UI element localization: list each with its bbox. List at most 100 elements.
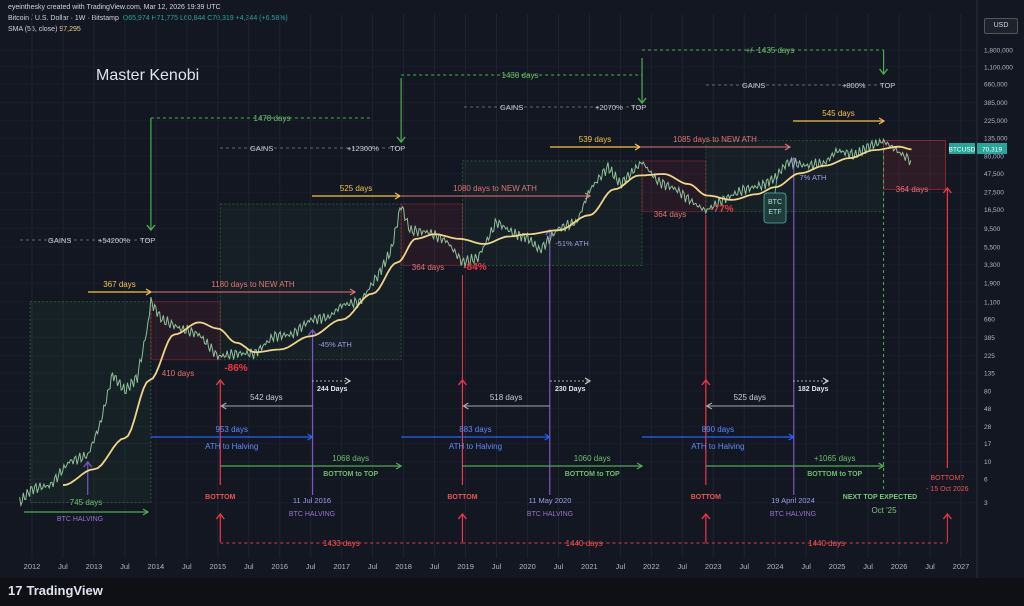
gains-pct: +12300% xyxy=(347,144,379,153)
y-tick-label: 1,800,000 xyxy=(984,48,1013,55)
next-top-label: NEXT TOP EXPECTED xyxy=(843,494,917,501)
bear-days-label: 364 days xyxy=(654,210,686,219)
short-days-arrow xyxy=(344,377,352,385)
x-tick-label: Jul xyxy=(739,562,749,571)
next-top-date: Oct '25 xyxy=(871,506,897,515)
gains-top: TOP xyxy=(390,144,405,153)
bottom-to-top-days: 1060 days xyxy=(574,454,611,463)
top-arrow-head xyxy=(146,224,156,232)
cycle-box xyxy=(462,160,643,266)
gains-label: GAINS xyxy=(250,144,273,153)
x-tick-label: 2014 xyxy=(148,562,165,571)
x-tick-label: 2017 xyxy=(333,562,350,571)
bottom-lower-arrow xyxy=(457,512,467,520)
currency-selector[interactable]: USD xyxy=(984,18,1018,34)
x-tick-label: Jul xyxy=(182,562,192,571)
x-tick-label: 2024 xyxy=(767,562,784,571)
ath-to-halving-days: 953 days xyxy=(216,425,248,434)
y-tick-label: 385 xyxy=(984,335,995,342)
halving-to-top-label: 367 days xyxy=(103,280,135,289)
y-tick-label: 17 xyxy=(984,441,992,448)
bottom-label: BOTTOM xyxy=(691,494,721,501)
halving-label: BTC HALVING xyxy=(57,516,103,523)
x-tick-label: Jul xyxy=(801,562,811,571)
y-tick-label: 385,000 xyxy=(984,100,1008,107)
gains-top: TOP xyxy=(140,236,155,245)
y-tick-label: 135 xyxy=(984,371,995,378)
axes: 2012 Jul 2013 Jul 2014 Jul 2015 Jul 2016 Jul 2017 J… xyxy=(24,0,1013,578)
drawdown-label: -86% xyxy=(224,363,247,374)
y-tick-label: 28 xyxy=(984,424,992,431)
ohlc-values: O65,974 H71,775 L60,844 C70,319 +4,344 (… xyxy=(122,15,288,22)
bottom-to-top-label: BOTTOM to TOP xyxy=(807,471,862,478)
bottom-label: BOTTOM xyxy=(447,494,477,501)
price-series xyxy=(19,137,912,508)
halving-to-top-label: 539 days xyxy=(579,135,611,144)
halving-date: 11 Jul 2016 xyxy=(293,496,331,505)
top-arrow-head xyxy=(637,97,647,105)
ath-to-halving-arrow xyxy=(544,433,551,441)
y-tick-label: 3,300 xyxy=(984,262,1001,269)
y-tick-label: 1,900 xyxy=(984,281,1001,288)
cycle-days-label: +/- 1435 days xyxy=(746,46,795,55)
y-tick-label: 48 xyxy=(984,406,992,413)
created-by: eyeinthesky created with TradingView.com… xyxy=(8,4,221,11)
x-tick-label: 2012 xyxy=(24,562,41,571)
y-tick-label: 27,500 xyxy=(984,190,1004,197)
drawdown-label: -77% xyxy=(710,204,733,215)
x-tick-label: Jul xyxy=(863,562,873,571)
halving-to-top-label: 525 days xyxy=(340,184,372,193)
ath-pct-label: 7% ATH xyxy=(800,173,827,182)
x-tick-label: Jul xyxy=(616,562,626,571)
drawdown-label: -84% xyxy=(463,262,486,273)
chart-canvas[interactable]: 1478 days 1430 days +/- 1435 days GAINS +542… xyxy=(0,0,1024,578)
next-bottom-label: BOTTOM? xyxy=(931,475,965,482)
sma-value: 97,295 xyxy=(59,26,81,33)
ath-to-halving-label: ATH to Halving xyxy=(449,442,502,451)
halving-label: BTC HALVING xyxy=(770,511,816,518)
gains-pct: +2070% xyxy=(595,103,623,112)
x-tick-label: 2018 xyxy=(395,562,412,571)
bottom-to-top-days: +1065 days xyxy=(814,454,856,463)
x-tick-label: 2019 xyxy=(457,562,474,571)
halving-to-top-arrow xyxy=(878,117,886,125)
y-tick-label: 80 xyxy=(984,388,992,395)
price-badge: 70,319 xyxy=(982,147,1002,154)
x-tick-label: Jul xyxy=(678,562,688,571)
y-tick-label: 47,500 xyxy=(984,171,1004,178)
footer-bar xyxy=(0,578,1024,606)
bottom-vline-arrow xyxy=(215,378,225,386)
x-tick-label: Jul xyxy=(430,562,440,571)
next-bottom-arrow xyxy=(942,186,952,194)
btc-etf-line2: ETF xyxy=(768,209,781,216)
gains-label: GAINS xyxy=(500,103,523,112)
new-ath-label: 1180 days to NEW ATH xyxy=(211,280,295,289)
x-tick-label: 2022 xyxy=(643,562,660,571)
halving-date: 19 April 2024 xyxy=(771,496,815,505)
x-tick-label: Jul xyxy=(306,562,316,571)
gains-top: TOP xyxy=(880,81,895,90)
author-label: Master Kenobi xyxy=(96,67,199,84)
bottom-to-halving-label: 542 days xyxy=(250,393,282,402)
next-bottom-lower-arrow xyxy=(942,512,952,520)
new-ath-arrow xyxy=(349,288,357,296)
x-tick-label: Jul xyxy=(492,562,502,571)
bottom-to-bottom-label: 1433 days xyxy=(323,539,360,548)
y-tick-label: 660 xyxy=(984,317,995,324)
x-tick-label: 2015 xyxy=(209,562,226,571)
logo-text: TradingView xyxy=(26,583,103,598)
x-tick-label: 2025 xyxy=(829,562,846,571)
bottom-to-halving-arrow xyxy=(462,402,469,410)
short-days-arrow xyxy=(822,377,830,385)
tv-logo-icon: 17 xyxy=(8,583,23,598)
halving-to-top-label: 545 days xyxy=(822,109,854,118)
sma-label: SMA (55, close) xyxy=(8,26,58,33)
bottom-to-bottom-label: 1440 days xyxy=(808,539,845,548)
bottom-lower-arrow xyxy=(215,512,225,520)
cycle-box xyxy=(219,203,402,361)
first-halving-arrow xyxy=(142,508,150,516)
halving-label: BTC HALVING xyxy=(289,511,335,518)
cycle-days-label: 1478 days xyxy=(254,114,291,123)
ticker-badge-bg xyxy=(949,143,975,154)
y-tick-label: 225,000 xyxy=(984,118,1008,125)
